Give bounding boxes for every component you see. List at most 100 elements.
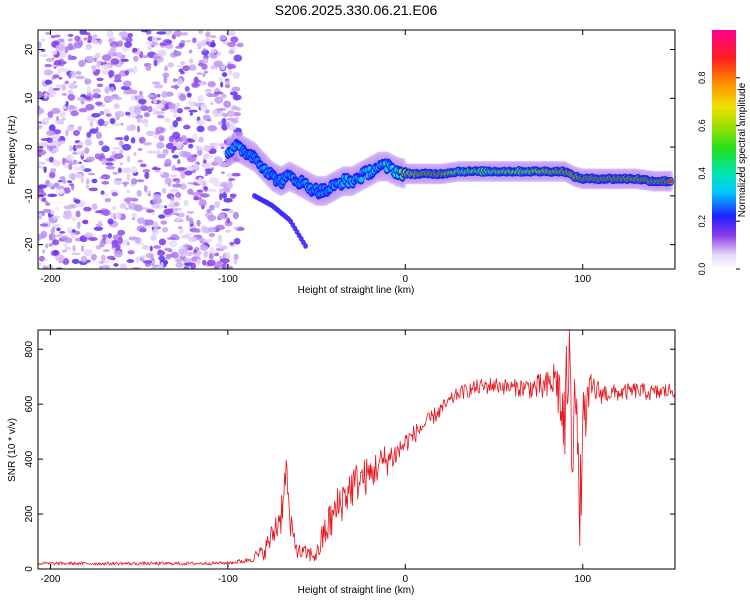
- spectrogram-noise-blob: [53, 182, 60, 187]
- spectrogram-noise-blob: [214, 261, 223, 269]
- spectrogram-noise-blob: [196, 179, 203, 184]
- spectrogram-noise-blob: [76, 150, 82, 155]
- spectrogram-noise-blob: [45, 157, 50, 162]
- spectrogram-noise-blob: [144, 263, 152, 267]
- spectrogram-noise-blob: [152, 221, 159, 229]
- spectrogram-noise-blob: [218, 161, 228, 168]
- spectrogram-noise-blob: [84, 147, 90, 154]
- spectrogram-noise-blob: [96, 60, 101, 68]
- spectrogram-noise-blob: [85, 43, 92, 50]
- spectrogram-noise-blob: [106, 30, 114, 38]
- spectrogram-noise-blob: [112, 172, 119, 175]
- spectrogram-noise-blob: [221, 171, 225, 175]
- spectrogram-noise-blob: [59, 230, 66, 234]
- spectrogram-noise-blob: [39, 142, 49, 148]
- spectrogram-noise-blob: [134, 242, 144, 246]
- spectrogram-noise-blob: [221, 112, 229, 118]
- spectrogram-noise-blob: [126, 173, 131, 182]
- spectrogram-noise-blob: [112, 96, 122, 100]
- spectrogram-noise-blob: [170, 196, 175, 202]
- spectrogram-noise-blob: [218, 77, 224, 82]
- spectrogram-noise-blob: [235, 116, 239, 120]
- spectrogram-noise-blob: [121, 181, 130, 185]
- spectrogram-noise-blob: [202, 48, 207, 52]
- spectrogram-noise-blob: [137, 159, 144, 163]
- spectrogram-noise-blob: [171, 165, 177, 172]
- spectrogram-noise-blob: [101, 180, 110, 185]
- spectrogram-noise-blob: [72, 244, 76, 252]
- spectrogram-noise-blob: [80, 245, 85, 252]
- spectrogram-noise-blob: [55, 44, 66, 52]
- spectrogram-noise-blob: [81, 220, 89, 224]
- colorbar-tick-label: 0.8: [697, 72, 707, 85]
- spectrogram-noise-blob: [98, 39, 103, 45]
- spectrogram-noise-blob: [138, 255, 147, 259]
- spectrogram-noise-blob: [151, 263, 157, 269]
- spectrogram-noise-blob: [105, 162, 114, 166]
- spectrogram-noise-blob: [126, 241, 130, 246]
- spectrogram-noise-blob: [67, 226, 73, 232]
- spectrogram-noise-blob: [201, 63, 208, 70]
- spectrogram-noise-blob: [71, 228, 76, 233]
- spectrogram-noise-blob: [40, 118, 50, 126]
- spectrogram-noise-blob: [172, 131, 181, 140]
- spectrogram-noise-blob: [93, 226, 104, 231]
- spectrogram-noise-blob: [151, 167, 162, 171]
- spectrogram-noise-blob: [198, 30, 204, 35]
- spectrogram-noise-blob: [91, 203, 98, 210]
- spectrogram-noise-blob: [38, 41, 42, 49]
- spectrogram-noise-blob: [231, 86, 241, 92]
- spectrogram-y-tick-label: 10: [24, 92, 35, 104]
- spectrogram-noise-blob: [177, 159, 181, 165]
- spectrogram-noise-blob: [164, 65, 168, 72]
- spectrogram-ridge-peak: [668, 179, 673, 184]
- spectrogram-noise-blob: [122, 89, 133, 95]
- spectrogram-noise-blob: [183, 265, 190, 269]
- spectrogram-noise-blob: [119, 202, 127, 209]
- spectrogram-noise-blob: [98, 260, 105, 264]
- spectrogram-noise-blob: [173, 145, 177, 151]
- spectrogram-noise-blob: [233, 253, 239, 260]
- spectrogram-noise-blob: [174, 217, 182, 222]
- spectrogram-noise-blob: [151, 212, 156, 216]
- spectrogram-noise-blob: [174, 192, 182, 198]
- colorbar-tick-label: 0.2: [697, 215, 707, 228]
- spectrogram-noise-blob: [38, 148, 43, 153]
- spectrogram-noise-blob: [66, 180, 73, 184]
- spectrogram-noise-blob: [142, 244, 149, 250]
- spectrogram-noise-blob: [61, 235, 69, 241]
- spectrogram-noise-blob: [156, 31, 167, 35]
- spectrogram-noise-blob: [94, 153, 101, 160]
- spectrogram-noise-blob: [145, 63, 152, 72]
- spectrogram-noise-blob: [40, 161, 46, 165]
- spectrogram-noise-blob: [208, 252, 214, 260]
- snr-x-tick-label: -200: [40, 574, 60, 585]
- spectrogram-noise-blob: [43, 166, 47, 173]
- spectrogram-noise-blob: [84, 78, 92, 85]
- spectrogram-noise-blob: [226, 137, 231, 146]
- spectrogram-noise-blob: [129, 89, 138, 95]
- spectrogram-noise-blob: [184, 233, 193, 236]
- spectrogram-noise-blob: [196, 40, 203, 49]
- spectrogram-noise-blob: [196, 258, 201, 266]
- spectrogram-noise-blob: [204, 168, 213, 172]
- spectrogram-noise-blob: [174, 167, 184, 171]
- spectrogram-noise-blob: [113, 153, 124, 160]
- spectrogram-noise-blob: [134, 204, 143, 212]
- spectrogram-noise-blob: [45, 202, 51, 206]
- spectrogram-noise-blob: [190, 262, 197, 269]
- spectrogram-noise-blob: [224, 83, 231, 89]
- spectrogram-noise-blob: [51, 92, 57, 96]
- spectrogram-noise-blob: [152, 56, 162, 60]
- spectrogram-noise-blob: [183, 106, 191, 110]
- spectrogram-noise-blob: [78, 61, 85, 68]
- spectrogram-noise-blob: [181, 32, 189, 36]
- spectrogram-noise-blob: [55, 254, 65, 262]
- spectrogram-noise-blob: [38, 142, 41, 147]
- spectrogram-noise-blob: [85, 178, 90, 185]
- spectrogram-noise-blob: [161, 226, 169, 233]
- spectrogram-noise-blob: [137, 217, 145, 225]
- spectrogram-noise-blob: [139, 90, 143, 97]
- spectrogram-noise-blob: [207, 125, 218, 132]
- spectrogram-noise-blob: [86, 131, 92, 139]
